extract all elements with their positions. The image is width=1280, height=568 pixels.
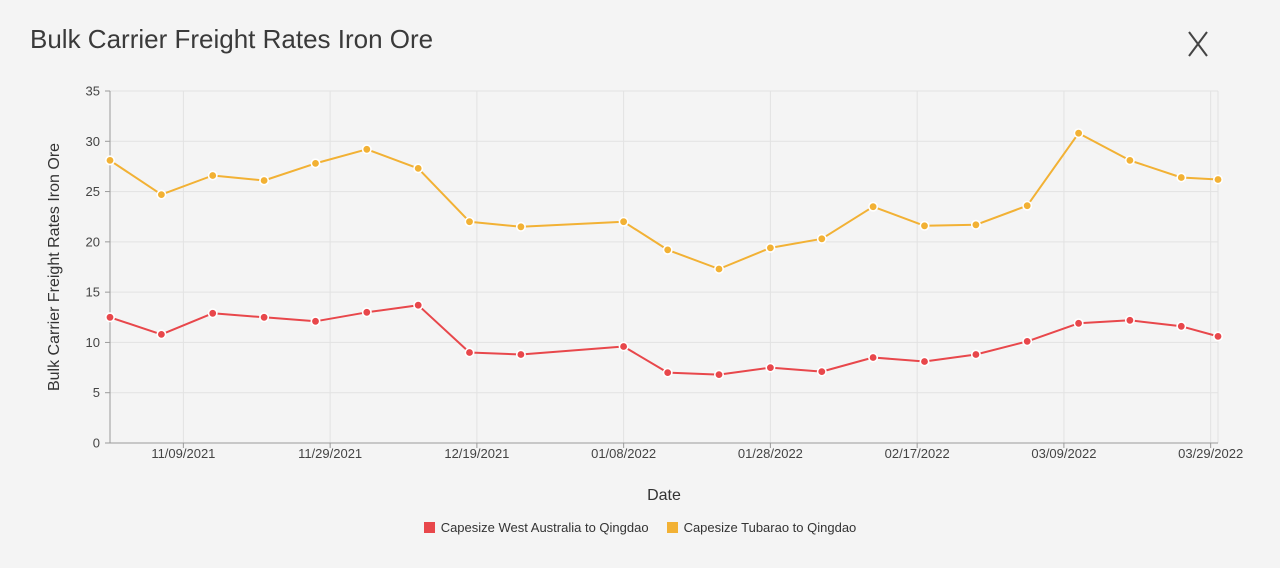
data-point[interactable] [207, 170, 218, 181]
x-tick-label: 03/29/2022 [1178, 446, 1243, 461]
y-axis-title: Bulk Carrier Freight Rates Iron Ore [46, 143, 63, 391]
data-point[interactable] [868, 201, 879, 212]
y-tick-label: 0 [93, 436, 100, 451]
data-point[interactable] [361, 144, 372, 155]
data-point[interactable] [515, 221, 526, 232]
data-point[interactable] [618, 216, 629, 227]
data-point[interactable] [662, 367, 673, 378]
y-tick-label: 15 [86, 285, 100, 300]
y-tick-label: 10 [86, 335, 100, 350]
data-point[interactable] [1073, 318, 1084, 329]
series [105, 128, 1224, 380]
data-point[interactable] [1124, 315, 1135, 326]
data-point[interactable] [713, 263, 724, 274]
y-tick-label: 35 [86, 84, 100, 99]
data-point[interactable] [259, 175, 270, 186]
data-point[interactable] [1022, 336, 1033, 347]
data-point[interactable] [464, 216, 475, 227]
data-point[interactable] [765, 362, 776, 373]
series-1 [105, 300, 1224, 380]
data-point[interactable] [662, 244, 673, 255]
x-axis-title: Date [647, 487, 681, 504]
y-tick-label: 25 [86, 184, 100, 199]
data-point[interactable] [868, 352, 879, 363]
data-point[interactable] [413, 300, 424, 311]
x-tick-label: 01/08/2022 [591, 446, 656, 461]
x-tick-label: 03/09/2022 [1031, 446, 1096, 461]
y-tick-label: 30 [86, 134, 100, 149]
x-tick-label: 11/29/2021 [298, 446, 362, 461]
data-point[interactable] [105, 155, 116, 166]
close-icon [1188, 31, 1208, 57]
legend-swatch [666, 522, 678, 533]
data-point[interactable] [413, 163, 424, 174]
axes: 0 5 10 15 20 25 30 35 11/09/2021 11/29/2021 12/19/… [86, 84, 1244, 462]
close-button[interactable] [1180, 26, 1216, 62]
data-point[interactable] [816, 233, 827, 244]
legend: Capesize West Australia to Qingdao Capes… [0, 520, 1280, 535]
legend-swatch [423, 522, 435, 533]
x-tick-label: 12/19/2021 [444, 446, 509, 461]
data-point[interactable] [816, 366, 827, 377]
series-2 [105, 128, 1224, 274]
data-point[interactable] [919, 220, 930, 231]
data-point[interactable] [1124, 155, 1135, 166]
x-tick-label: 02/17/2022 [885, 446, 950, 461]
legend-label: Capesize Tubarao to Qingdao [683, 520, 857, 535]
legend-label: Capesize West Australia to Qingdao [440, 520, 649, 535]
series-line [109, 304, 1219, 376]
data-point[interactable] [1073, 128, 1084, 139]
data-point[interactable] [1176, 321, 1187, 332]
grid [110, 90, 1219, 444]
data-point[interactable] [713, 369, 724, 380]
data-point[interactable] [1213, 174, 1224, 185]
legend-item-tubarao[interactable]: Capesize Tubarao to Qingdao [666, 520, 857, 535]
y-tick-label: 20 [86, 234, 100, 249]
data-point[interactable] [515, 349, 526, 360]
chart-title: Bulk Carrier Freight Rates Iron Ore [30, 24, 434, 54]
data-point[interactable] [919, 356, 930, 367]
series-line [109, 132, 1219, 270]
data-point[interactable] [156, 189, 167, 200]
data-point[interactable] [970, 219, 981, 230]
data-point[interactable] [259, 312, 270, 323]
plot-area [110, 91, 1218, 443]
data-point[interactable] [1022, 200, 1033, 211]
data-point[interactable] [765, 242, 776, 253]
x-tick-label: 11/09/2021 [151, 446, 215, 461]
legend-item-west-australia[interactable]: Capesize West Australia to Qingdao [423, 520, 649, 535]
data-point[interactable] [1176, 172, 1187, 183]
data-point[interactable] [1213, 331, 1224, 342]
data-point[interactable] [156, 329, 167, 340]
y-tick-label: 5 [93, 385, 100, 400]
data-point[interactable] [310, 158, 321, 169]
data-point[interactable] [207, 308, 218, 319]
x-tick-label: 01/28/2022 [738, 446, 803, 461]
data-point[interactable] [310, 316, 321, 327]
data-point[interactable] [970, 349, 981, 360]
data-point[interactable] [618, 341, 629, 352]
data-point[interactable] [361, 307, 372, 318]
data-point[interactable] [464, 347, 475, 358]
data-point[interactable] [105, 312, 116, 323]
